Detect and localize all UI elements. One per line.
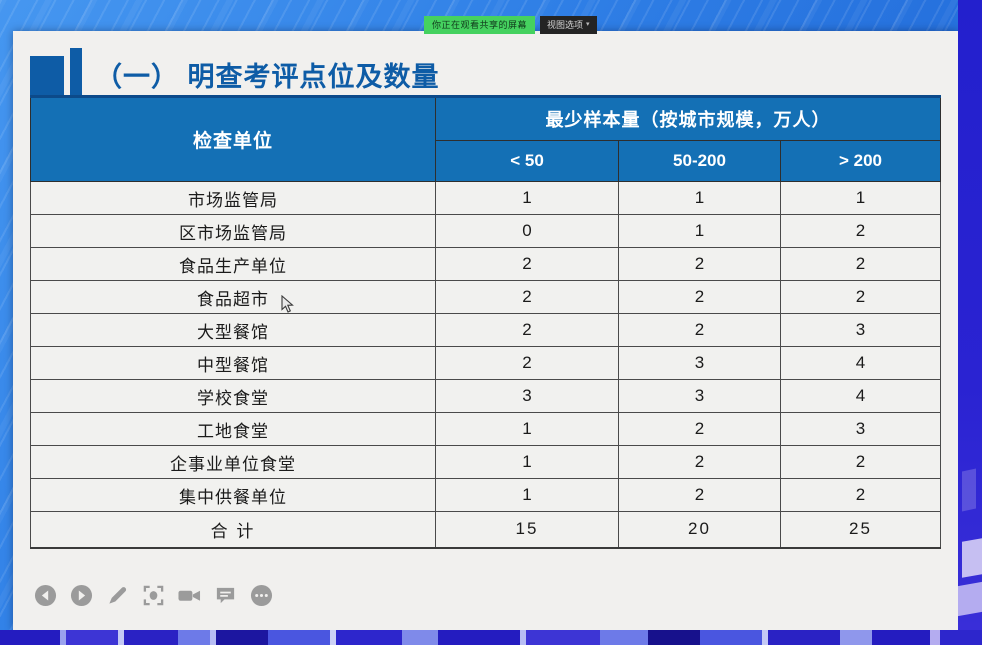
row-value: 2 (618, 280, 781, 314)
table-row: 食品生产单位 2 2 2 (30, 247, 942, 281)
row-value: 2 (435, 346, 619, 380)
row-value: 4 (779, 379, 942, 413)
camera-button[interactable] (178, 584, 201, 607)
row-value: 2 (618, 412, 781, 446)
row-label: 企事业单位食堂 (30, 445, 436, 479)
table-row: 学校食堂 3 3 4 (30, 379, 942, 413)
table-row: 市场监管局 1 1 1 (30, 181, 942, 215)
chat-button[interactable] (214, 584, 237, 607)
chevron-down-icon: ▾ (586, 21, 590, 28)
background-window-shape (962, 538, 982, 578)
chat-icon (214, 584, 237, 607)
camera-icon (177, 584, 202, 607)
row-value: 2 (618, 478, 781, 512)
column-header-lt50: < 50 (435, 140, 619, 182)
column-group-header-sample-size: 最少样本量（按城市规模，万人） (434, 96, 942, 141)
page-title: （一） 明查考评点位及数量 (95, 62, 440, 92)
row-value: 3 (779, 412, 942, 446)
annotation-toolbar (34, 584, 273, 607)
row-value: 1 (618, 214, 781, 248)
title-decoration-bar (70, 48, 82, 96)
row-value: 2 (435, 247, 619, 281)
row-value: 3 (435, 379, 619, 413)
row-label: 工地食堂 (30, 412, 436, 446)
table-row: 集中供餐单位 1 2 2 (30, 478, 942, 512)
previous-slide-button[interactable] (34, 584, 57, 607)
row-label: 食品生产单位 (30, 247, 436, 281)
table-row: 大型餐馆 2 2 3 (30, 313, 942, 347)
row-label: 大型餐馆 (30, 313, 436, 347)
shared-slide: （一） 明查考评点位及数量 检查单位 最少样本量（按城市规模，万人） < 50 … (13, 31, 958, 630)
table-body: 市场监管局 1 1 1 区市场监管局 0 1 2 食品生产单位 2 2 2 食品超市 2 2 2 大型餐馆 2 2 3… (30, 181, 942, 548)
row-value: 2 (618, 247, 781, 281)
row-value: 1 (618, 181, 781, 215)
row-value: 3 (618, 379, 781, 413)
title-decoration-square (30, 56, 64, 96)
mouse-cursor (281, 294, 294, 318)
column-header-50-200: 50-200 (618, 140, 781, 182)
column-header-unit: 检查单位 (30, 96, 436, 182)
pen-icon (106, 584, 129, 607)
row-label: 区市场监管局 (30, 214, 436, 248)
arrow-left-icon (34, 584, 57, 607)
bottom-thumbnail-strip (0, 630, 982, 645)
spotlight-icon (142, 584, 165, 607)
row-value: 2 (779, 214, 942, 248)
row-label: 学校食堂 (30, 379, 436, 413)
share-status-badge: 你正在观看共享的屏幕 (424, 16, 536, 34)
row-value: 2 (779, 280, 942, 314)
arrow-right-icon (70, 584, 93, 607)
view-options-label: 视图选项 (547, 20, 584, 30)
screen-share-banner: 你正在观看共享的屏幕 视图选项 ▾ (424, 16, 597, 34)
row-label: 集中供餐单位 (30, 478, 436, 512)
spotlight-button[interactable] (142, 584, 165, 607)
background-window-shape (958, 581, 982, 617)
row-label: 合 计 (30, 511, 436, 548)
share-status-text: 你正在观看共享的屏幕 (432, 20, 528, 30)
table-row: 食品超市 2 2 2 (30, 280, 942, 314)
row-value: 2 (779, 445, 942, 479)
row-value: 1 (435, 478, 619, 512)
desktop-right-strip (958, 0, 982, 645)
row-value: 1 (435, 412, 619, 446)
table-row-total: 合 计 15 20 25 (30, 511, 942, 548)
row-label: 市场监管局 (30, 181, 436, 215)
row-value: 1 (435, 445, 619, 479)
annotate-pen-button[interactable] (106, 584, 129, 607)
next-slide-button[interactable] (70, 584, 93, 607)
row-value: 4 (779, 346, 942, 380)
table-row: 中型餐馆 2 3 4 (30, 346, 942, 380)
table-header: 检查单位 最少样本量（按城市规模，万人） < 50 50-200 > 200 (30, 96, 942, 182)
inspection-points-table: 检查单位 最少样本量（按城市规模，万人） < 50 50-200 > 200 市… (30, 95, 942, 549)
row-value: 3 (618, 346, 781, 380)
row-label: 食品超市 (30, 280, 436, 314)
row-value: 2 (435, 280, 619, 314)
background-window-shape (962, 468, 976, 512)
row-value: 0 (435, 214, 619, 248)
row-value: 3 (779, 313, 942, 347)
table-row: 工地食堂 1 2 3 (30, 412, 942, 446)
row-value: 2 (779, 478, 942, 512)
view-options-button[interactable]: 视图选项 ▾ (540, 16, 597, 34)
row-value: 20 (618, 511, 781, 548)
column-header-gt200: > 200 (779, 140, 942, 182)
row-value: 2 (435, 313, 619, 347)
table-row: 企事业单位食堂 1 2 2 (30, 445, 942, 479)
row-value: 2 (618, 313, 781, 347)
more-options-button[interactable] (250, 584, 273, 607)
row-value: 15 (435, 511, 619, 548)
row-value: 25 (779, 511, 942, 548)
row-value: 2 (618, 445, 781, 479)
ellipsis-icon (250, 584, 273, 607)
table-row: 区市场监管局 0 1 2 (30, 214, 942, 248)
row-value: 2 (779, 247, 942, 281)
row-value: 1 (435, 181, 619, 215)
row-label: 中型餐馆 (30, 346, 436, 380)
row-value: 1 (779, 181, 942, 215)
